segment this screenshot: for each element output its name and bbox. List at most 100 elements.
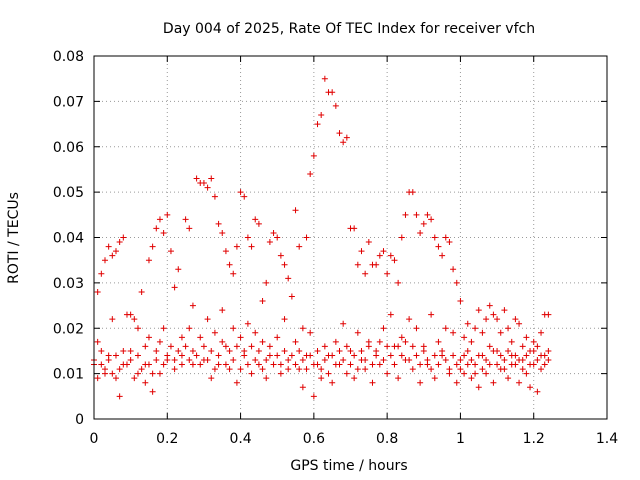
data-point [329,352,336,359]
data-point [307,170,314,177]
data-point [244,234,251,241]
data-point [494,361,501,368]
y-tick-label: 0.04 [53,231,84,247]
data-point [428,311,435,318]
data-point [461,352,468,359]
data-point [472,325,479,332]
data-point [505,325,512,332]
data-point [486,302,493,309]
data-point [215,220,222,227]
data-point [134,370,141,377]
data-point [134,352,141,359]
data-point [299,325,306,332]
data-point [138,366,145,373]
data-point [167,248,174,255]
data-point [376,252,383,259]
data-point [277,252,284,259]
data-point [391,361,398,368]
data-point [211,329,218,336]
data-point [501,366,508,373]
data-point [527,361,534,368]
data-point [211,366,218,373]
data-point [479,366,486,373]
data-point [398,334,405,341]
grid-lines [94,56,607,419]
data-point [468,375,475,382]
data-point [189,361,196,368]
x-tick-label: 1.2 [523,431,545,447]
data-point [387,352,394,359]
data-point [281,261,288,268]
data-point [453,279,460,286]
data-point [486,361,493,368]
data-point [156,338,163,345]
data-point [233,243,240,250]
data-point [164,352,171,359]
data-point [263,279,270,286]
data-point [101,257,108,264]
data-point [420,347,427,354]
data-point [226,366,233,373]
data-point [116,239,123,246]
data-point [167,343,174,350]
data-point [248,243,255,250]
data-point [182,216,189,223]
data-point [530,338,537,345]
data-point [376,338,383,345]
data-point [222,361,229,368]
data-point [156,370,163,377]
data-point [142,379,149,386]
data-point [219,338,226,345]
chart-title: Day 004 of 2025, Rate Of TEC Index for r… [163,21,535,37]
data-point [153,357,160,364]
data-point [402,338,409,345]
data-point [442,234,449,241]
data-point [252,329,259,336]
data-point [351,375,358,382]
x-tick-label: 0.6 [303,431,325,447]
data-point [413,352,420,359]
data-point [255,220,262,227]
x-tick-label: 1.4 [596,431,618,447]
data-point [358,248,365,255]
x-tick-label: 1 [456,431,465,447]
data-point [516,320,523,327]
data-point [303,234,310,241]
data-point [373,261,380,268]
data-point [472,370,479,377]
data-point [259,366,266,373]
data-point [241,352,248,359]
data-point [420,220,427,227]
data-point [252,216,259,223]
data-point [424,357,431,364]
data-point [123,361,130,368]
data-point [233,379,240,386]
data-point [321,357,328,364]
data-point [259,338,266,345]
data-point [233,343,240,350]
data-point [131,375,138,382]
data-point [373,347,380,354]
data-point [494,316,501,323]
data-point [266,352,273,359]
x-tick-label: 0.2 [156,431,178,447]
data-point [358,347,365,354]
data-point [303,366,310,373]
data-point [332,338,339,345]
data-point [138,288,145,295]
data-point [274,234,281,241]
data-point [274,352,281,359]
data-point [318,111,325,118]
data-point [127,347,134,354]
data-point [325,370,332,377]
data-point [222,343,229,350]
data-point [204,184,211,191]
data-point [127,357,134,364]
data-point [446,370,453,377]
data-point [395,375,402,382]
data-point [94,338,101,345]
data-point [380,248,387,255]
data-point [347,361,354,368]
data-point [215,352,222,359]
